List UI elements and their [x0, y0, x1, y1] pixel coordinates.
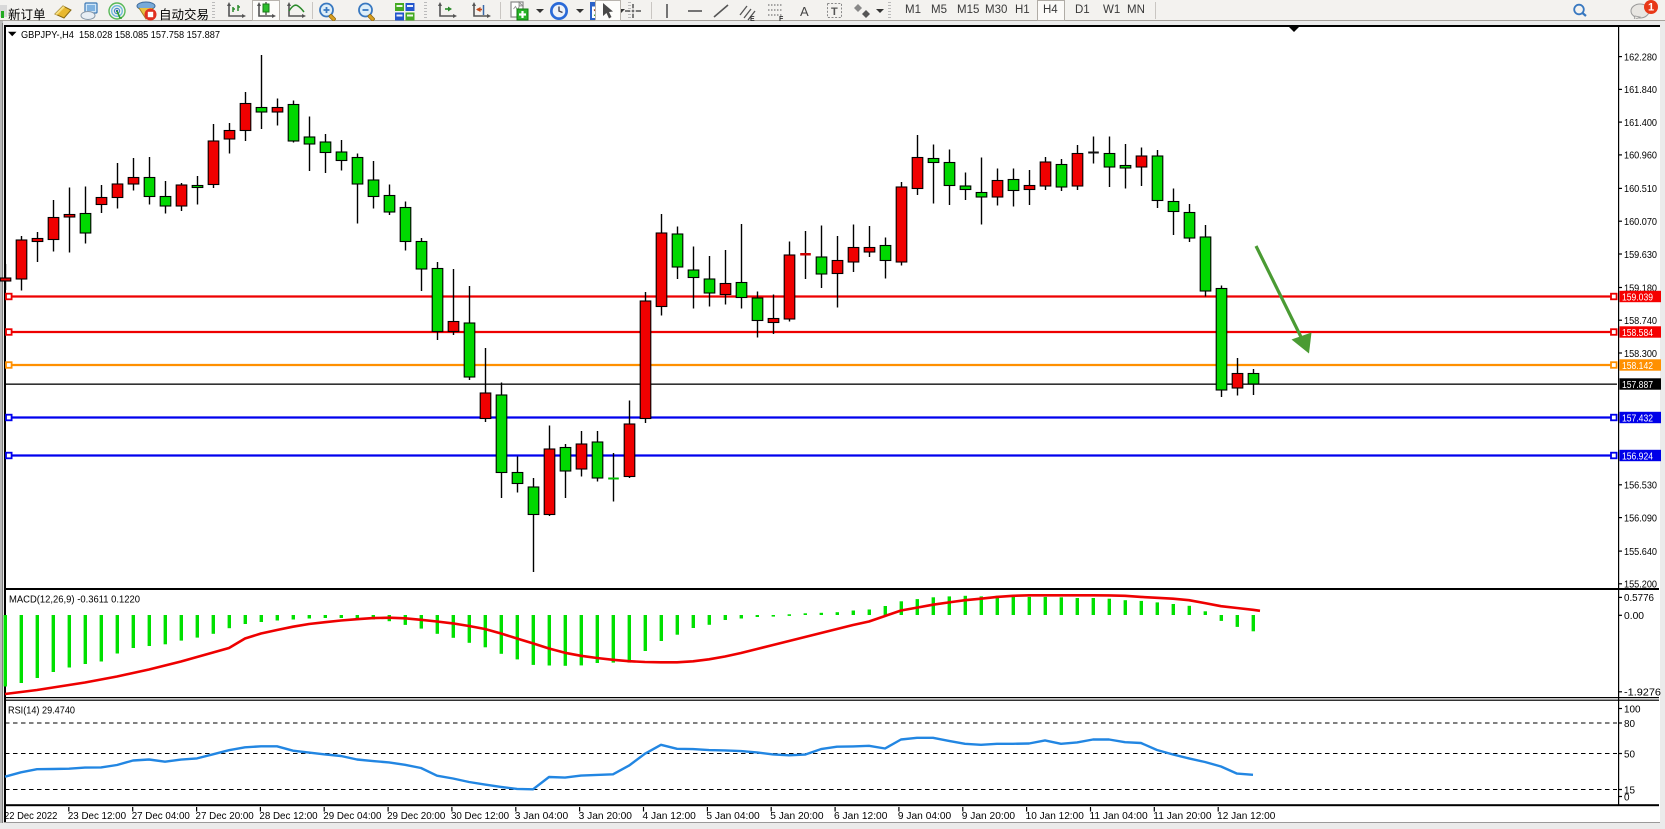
svg-text:T: T: [831, 6, 838, 18]
svg-text:29 Dec 04:00: 29 Dec 04:00: [323, 811, 381, 822]
svg-text:27 Dec 20:00: 27 Dec 20:00: [196, 811, 254, 822]
svg-text:0.00: 0.00: [1624, 611, 1644, 622]
svg-text:80: 80: [1624, 719, 1635, 730]
svg-text:158.300: 158.300: [1624, 349, 1657, 360]
svg-text:0: 0: [1624, 792, 1630, 803]
svg-text:27 Dec 04:00: 27 Dec 04:00: [132, 811, 190, 822]
svg-text:160.960: 160.960: [1624, 151, 1657, 162]
svg-text:161.400: 161.400: [1624, 118, 1657, 129]
svg-text:23 Dec 12:00: 23 Dec 12:00: [68, 811, 126, 822]
svg-text:160.510: 160.510: [1624, 184, 1657, 195]
svg-text:9 Jan 04:00: 9 Jan 04:00: [898, 811, 952, 822]
svg-text:50: 50: [1624, 749, 1635, 760]
svg-text:0.5776: 0.5776: [1624, 593, 1654, 604]
svg-text:158.142: 158.142: [1622, 361, 1653, 372]
svg-text:30 Dec 12:00: 30 Dec 12:00: [451, 811, 509, 822]
svg-text:GBPJPY-,H4 158.028 158.085 15: GBPJPY-,H4 158.028 158.085 157.758 157.8…: [21, 30, 220, 41]
svg-text:160.070: 160.070: [1624, 217, 1657, 228]
svg-text:-1.9276: -1.9276: [1624, 688, 1661, 699]
svg-text:9 Jan 20:00: 9 Jan 20:00: [962, 811, 1016, 822]
svg-text:12 Jan 12:00: 12 Jan 12:00: [1217, 811, 1275, 822]
svg-text:156.090: 156.090: [1624, 513, 1657, 524]
svg-text:3 Jan 04:00: 3 Jan 04:00: [515, 811, 569, 822]
svg-text:162.280: 162.280: [1624, 52, 1657, 63]
svg-text:159.180: 159.180: [1624, 283, 1657, 294]
svg-text:157.432: 157.432: [1622, 413, 1653, 424]
svg-text:29 Dec 20:00: 29 Dec 20:00: [387, 811, 445, 822]
svg-text:15: 15: [1624, 785, 1635, 796]
svg-text:5 Jan 20:00: 5 Jan 20:00: [770, 811, 824, 822]
svg-text:156.924: 156.924: [1622, 451, 1653, 462]
svg-text:157.887: 157.887: [1622, 380, 1653, 391]
svg-text:RSI(14) 29.4740: RSI(14) 29.4740: [8, 706, 75, 717]
svg-text:11 Jan 20:00: 11 Jan 20:00: [1153, 811, 1211, 822]
svg-text:100: 100: [1624, 704, 1641, 715]
svg-text:6 Jan 12:00: 6 Jan 12:00: [834, 811, 888, 822]
svg-text:159.630: 159.630: [1624, 250, 1657, 261]
svg-text:28 Dec 12:00: 28 Dec 12:00: [259, 811, 317, 822]
svg-text:5 Jan 04:00: 5 Jan 04:00: [706, 811, 760, 822]
svg-text:10 Jan 12:00: 10 Jan 12:00: [1026, 811, 1084, 822]
svg-text:155.640: 155.640: [1624, 547, 1657, 558]
svg-text:158.740: 158.740: [1624, 316, 1657, 327]
svg-text:159.039: 159.039: [1622, 292, 1653, 303]
svg-text:155.200: 155.200: [1624, 580, 1657, 591]
svg-text:1: 1: [1648, 2, 1654, 14]
svg-text:22 Dec 2022: 22 Dec 2022: [4, 811, 58, 822]
svg-text:MACD(12,26,9) -0.3611 0.1220: MACD(12,26,9) -0.3611 0.1220: [9, 595, 140, 606]
svg-text:3 Jan 20:00: 3 Jan 20:00: [579, 811, 633, 822]
svg-text:11 Jan 04:00: 11 Jan 04:00: [1089, 811, 1147, 822]
svg-text:4 Jan 12:00: 4 Jan 12:00: [643, 811, 697, 822]
svg-text:E: E: [750, 16, 755, 22]
svg-text:F: F: [779, 16, 784, 22]
svg-text:156.530: 156.530: [1624, 481, 1657, 492]
svg-text:158.584: 158.584: [1622, 328, 1653, 339]
svg-text:161.840: 161.840: [1624, 85, 1657, 96]
